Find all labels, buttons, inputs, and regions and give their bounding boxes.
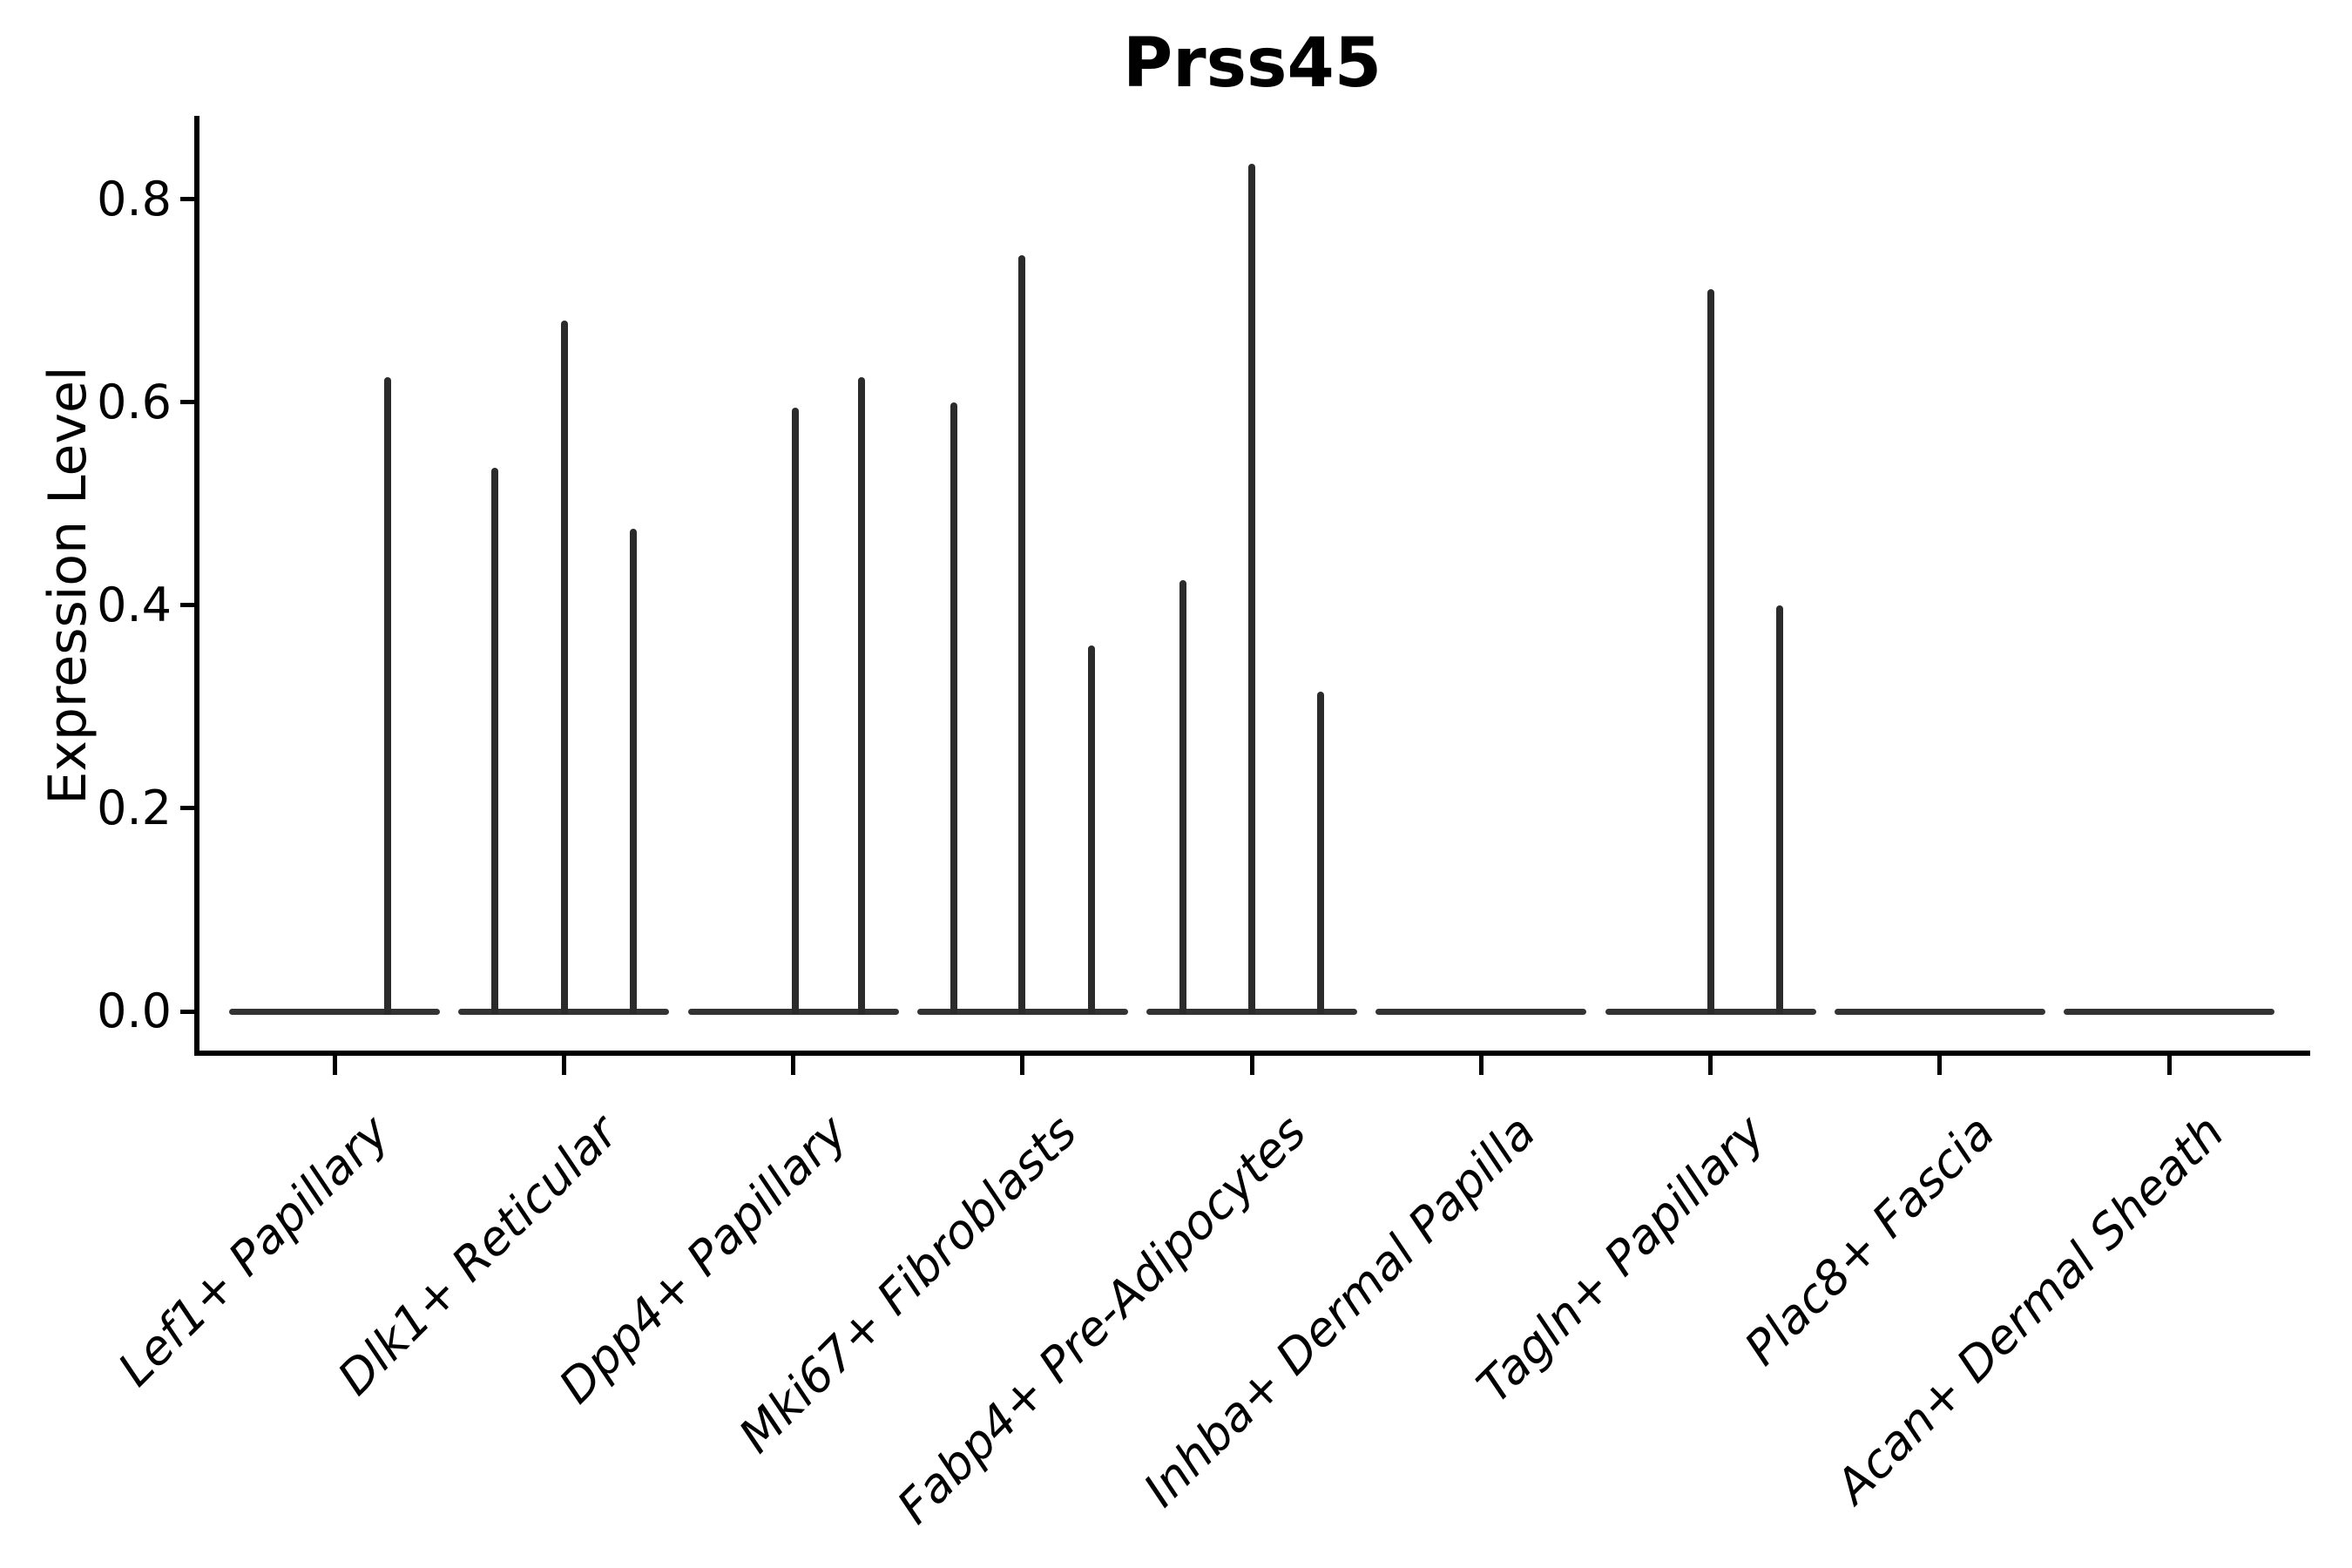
y-tick-label: 0.2 — [97, 780, 172, 835]
x-tick — [1249, 1056, 1254, 1075]
violin-spike — [1017, 254, 1025, 1015]
y-tick — [180, 197, 194, 202]
plot-title: Prss45 — [1122, 24, 1382, 103]
violin-spike — [561, 321, 569, 1015]
violin-spike — [1775, 605, 1783, 1015]
x-tick — [1937, 1056, 1943, 1075]
violin-spike — [1248, 163, 1255, 1015]
x-tick — [1478, 1056, 1484, 1075]
x-tick-label: Acan+ Dermal Sheath — [1824, 1105, 2234, 1514]
x-tick-label: Fabp4+ Pre-Adipocytes — [887, 1105, 1317, 1535]
y-tick-label: 0.4 — [97, 577, 172, 632]
y-axis-spine — [194, 116, 199, 1056]
y-tick-label: 0.6 — [97, 374, 172, 429]
x-tick-label: Inhba+ Dermal Papilla — [1132, 1105, 1546, 1517]
y-tick — [180, 400, 194, 405]
violin-spike — [1087, 645, 1095, 1015]
x-tick — [1708, 1056, 1713, 1075]
x-tick — [791, 1056, 795, 1075]
violin-spike — [1179, 579, 1186, 1015]
x-tick — [2166, 1056, 2172, 1075]
violin-spike — [384, 376, 391, 1015]
violin-spike — [491, 468, 499, 1015]
violin-baseline — [1834, 1008, 2045, 1015]
violin-spike — [950, 402, 957, 1015]
y-tick-label: 0.8 — [97, 171, 172, 226]
y-tick — [180, 1009, 194, 1014]
violin-spike — [857, 376, 865, 1015]
x-tick — [561, 1056, 566, 1075]
y-tick-label: 0.0 — [97, 983, 172, 1038]
violin-baseline — [2064, 1008, 2274, 1015]
violin-baseline — [229, 1008, 440, 1015]
violin-spike — [1317, 691, 1324, 1015]
x-tick — [332, 1056, 337, 1075]
x-axis-spine — [194, 1051, 2310, 1056]
x-tick — [1020, 1056, 1025, 1075]
y-tick — [180, 806, 194, 811]
violin-spike — [791, 407, 799, 1015]
violin-spike — [1707, 289, 1714, 1015]
violin-spike — [630, 529, 638, 1015]
violin-baseline — [1375, 1008, 1587, 1015]
y-tick — [180, 603, 194, 608]
